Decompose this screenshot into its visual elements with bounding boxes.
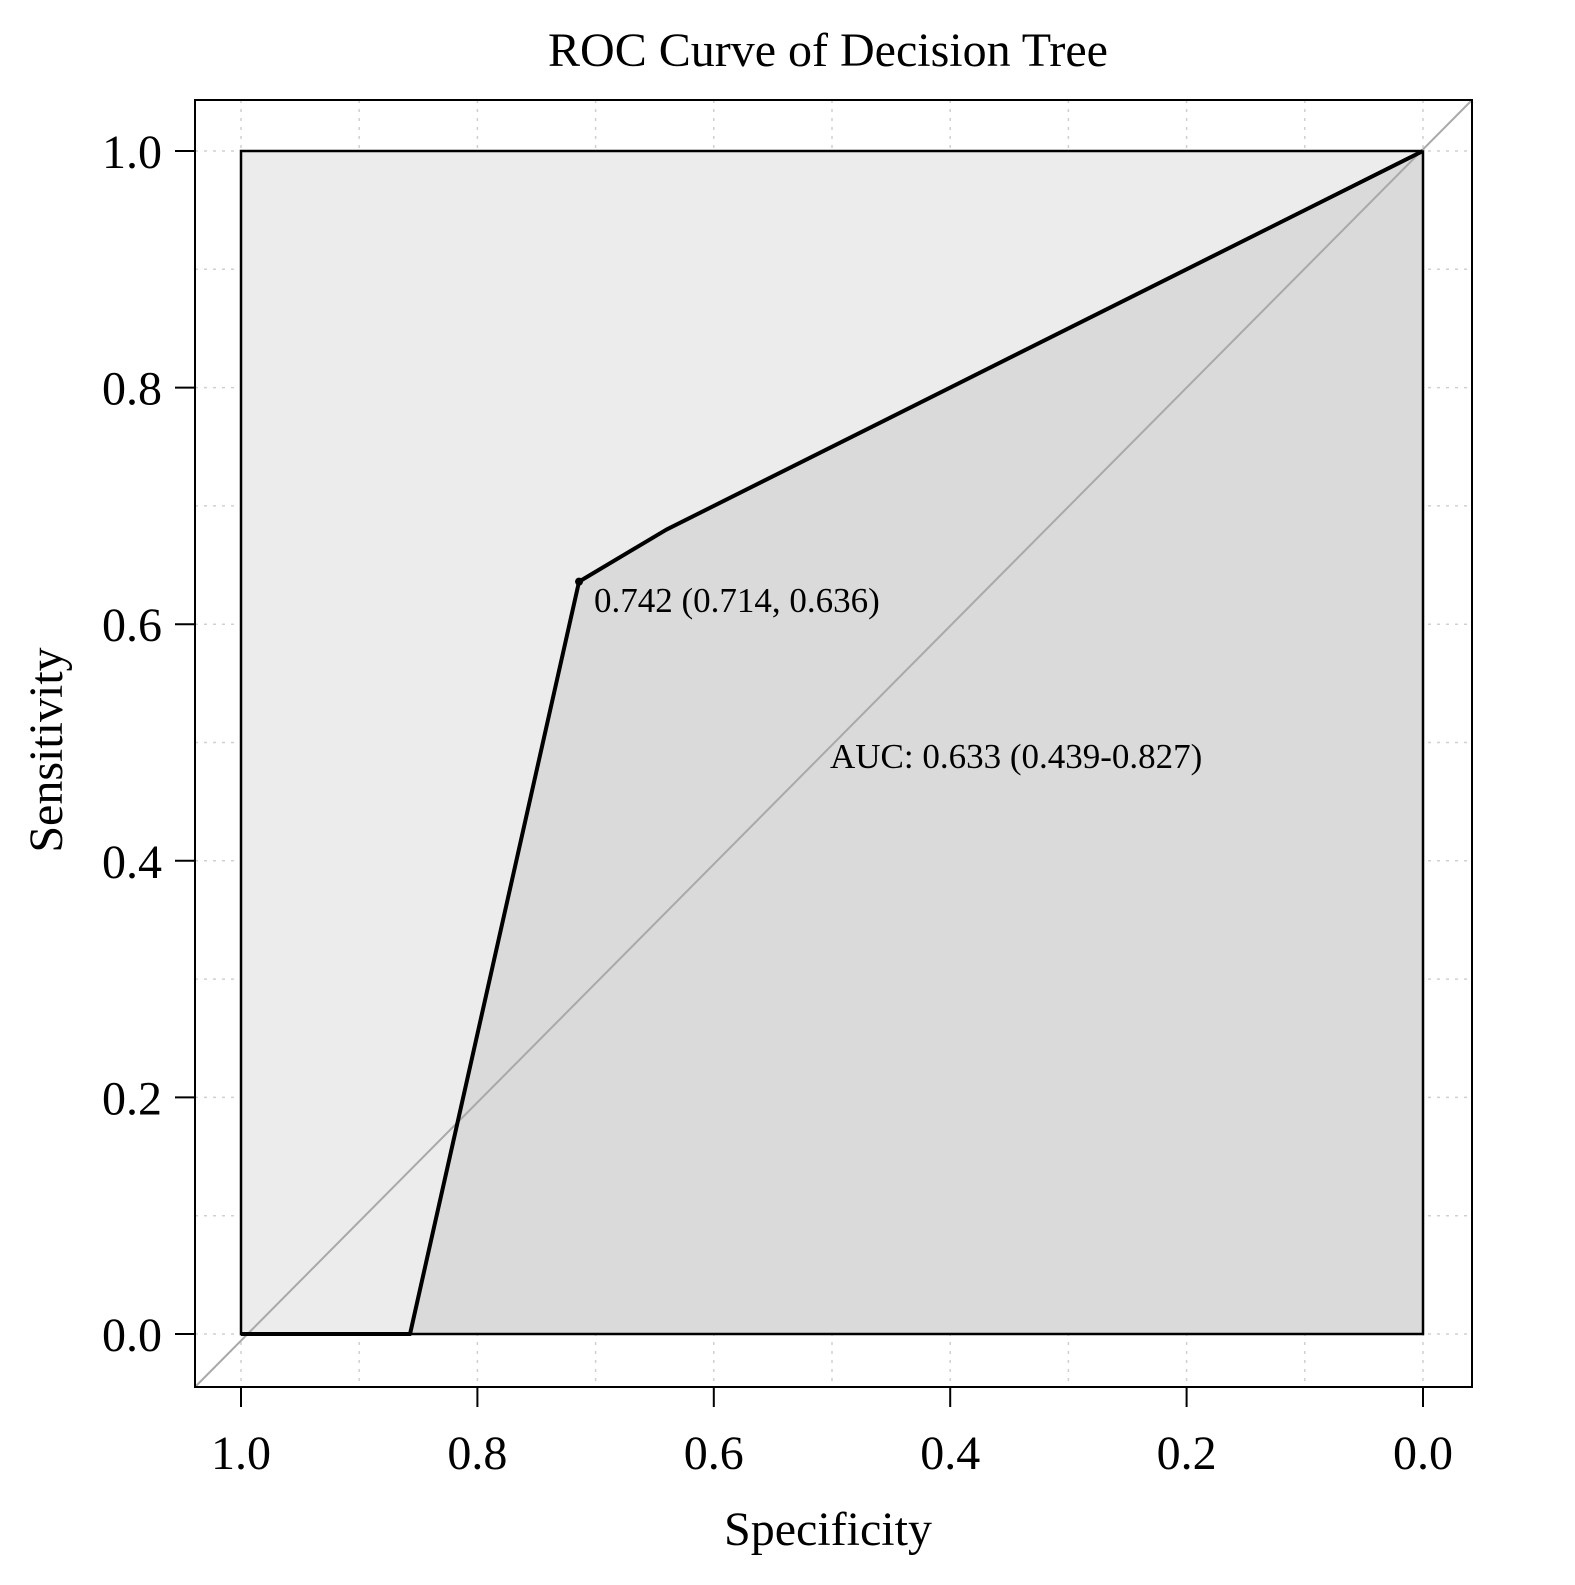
unit-square-outline bbox=[239, 149, 1425, 1336]
x-tick-label: 0.2 bbox=[1157, 1427, 1217, 1480]
plot-frame bbox=[194, 99, 1473, 1388]
y-tick-label: 0.6 bbox=[102, 599, 162, 652]
best-threshold-label: 0.742 (0.714, 0.636) bbox=[594, 581, 880, 620]
auc-label: AUC: 0.633 (0.439-0.827) bbox=[830, 737, 1202, 776]
y-tick-label: 1.0 bbox=[102, 126, 162, 179]
x-tick-label: 0.0 bbox=[1393, 1427, 1453, 1480]
y-tick-label: 0.4 bbox=[102, 836, 162, 889]
y-axis-ticks: 0.0 0.2 0.4 0.6 0.8 1.0 bbox=[102, 126, 195, 1362]
y-tick-label: 0.8 bbox=[102, 363, 162, 416]
x-tick-label: 0.8 bbox=[447, 1427, 507, 1480]
chart-title: ROC Curve of Decision Tree bbox=[548, 24, 1108, 77]
x-tick-label: 1.0 bbox=[211, 1427, 271, 1480]
x-tick-label: 0.6 bbox=[684, 1427, 744, 1480]
x-axis-ticks: 1.0 0.8 0.6 0.4 0.2 0.0 bbox=[211, 1387, 1453, 1480]
curves bbox=[194, 99, 1473, 1388]
x-tick-label: 0.4 bbox=[920, 1427, 980, 1480]
y-tick-label: 0.2 bbox=[102, 1072, 162, 1125]
best-threshold-point bbox=[575, 577, 584, 586]
x-axis-label: Specificity bbox=[724, 1503, 932, 1556]
y-tick-label: 0.0 bbox=[102, 1309, 162, 1362]
diagonal-reference-line bbox=[194, 99, 1473, 1388]
y-axis-label: Sensitivity bbox=[20, 647, 73, 852]
